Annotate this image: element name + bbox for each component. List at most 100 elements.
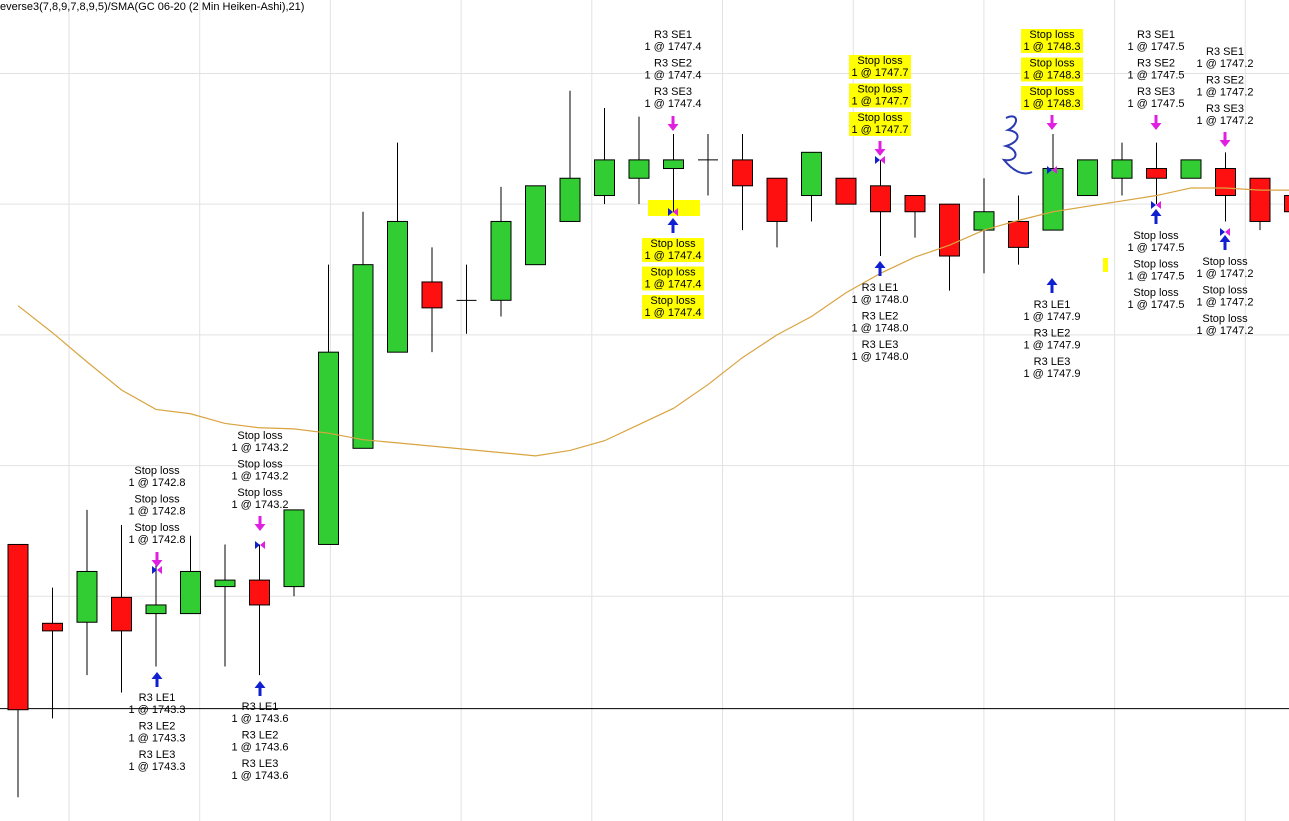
order-label: 1 @ 1747.2 [1196,58,1253,70]
sell-arrow [1219,132,1231,147]
order-label: 1 @ 1747.5 [1127,98,1184,110]
order-label: 1 @ 1747.5 [1127,299,1184,311]
order-label: Stop loss [1133,258,1179,270]
order-label: R3 LE2 [139,720,176,732]
buy-arrow [1150,209,1162,224]
candle-body [870,185,891,213]
buy-arrow [1219,235,1231,250]
order-label: Stop loss [857,83,903,95]
candle-body [318,351,339,545]
candle-body [628,159,650,179]
order-label: Stop loss [134,465,180,477]
sell-arrow [151,552,163,567]
candle-body [663,159,684,170]
order-label: R3 SE2 [1206,74,1244,86]
order-label: Stop loss [237,487,283,499]
order-label: Stop loss [237,430,283,442]
highlight [1021,29,1083,41]
sell-arrow [874,141,886,156]
order-label: R3 LE3 [242,758,279,770]
highlight [642,238,704,250]
order-label: 1 @ 1747.5 [1127,41,1184,53]
order-label: 1 @ 1743.3 [128,761,185,773]
order-label: 1 @ 1747.2 [1196,296,1253,308]
candle-body [42,622,63,632]
exit-marker [1225,228,1230,236]
candle-body [145,604,167,615]
order-label: Stop loss [1029,57,1075,69]
order-label: 1 @ 1747.2 [1196,115,1253,127]
order-label: Stop loss [134,522,180,534]
order-label: 1 @ 1747.4 [644,41,701,53]
highlight [1021,57,1083,70]
sell-arrow [254,516,266,531]
candle-body [801,151,822,197]
order-label: R3 SE2 [654,57,692,69]
buy-arrow [151,672,163,687]
buy-arrow [874,261,886,276]
sma-line [17,187,1289,457]
exit-marker [1156,201,1161,209]
exit-marker [157,566,162,574]
order-label: Stop loss [1029,86,1075,98]
order-label: 1 @ 1748.3 [1023,98,1080,110]
order-label: Stop loss [1133,230,1179,242]
candle-body [490,220,512,301]
sell-arrow [1150,115,1162,130]
order-label: 1 @ 1748.3 [1023,69,1080,81]
order-label: R3 LE1 [1034,299,1071,311]
order-label: 1 @ 1743.3 [128,732,185,744]
candle-body [594,159,615,197]
exit-marker [880,156,885,164]
order-label: R3 SE2 [1137,57,1175,69]
highlight [642,278,704,291]
order-label: R3 SE3 [1206,103,1244,115]
order-label: 1 @ 1743.6 [231,741,288,753]
highlight [849,83,911,96]
order-label: R3 LE3 [1034,356,1071,368]
highlight [642,307,704,319]
order-label: 1 @ 1742.8 [128,534,185,546]
candle-body [732,159,753,187]
candle-body [1146,168,1167,179]
buy-arrow [667,218,679,233]
order-label: 1 @ 1747.9 [1023,311,1080,323]
hand-drawn-scribble [1001,115,1033,175]
order-label: 1 @ 1747.2 [1196,86,1253,98]
candle-body [387,220,408,353]
candle-body [7,543,29,711]
exit-marker [152,566,157,574]
highlight [1021,86,1083,98]
candle-body [1008,220,1029,248]
order-label: Stop loss [1202,313,1248,325]
exit-marker [1052,166,1057,174]
order-label: R3 LE3 [139,749,176,761]
order-label: Stop loss [857,112,903,124]
sell-arrow [667,116,679,131]
order-label: 1 @ 1747.5 [1127,242,1184,254]
order-label: 1 @ 1747.5 [1127,69,1184,81]
order-label: R3 LE2 [1034,327,1071,339]
order-label: 1 @ 1747.7 [851,67,908,79]
chart-title: everse3(7,8,9,7,8,9,5)/SMA(GC 06-20 (2 M… [0,1,304,13]
order-label: R3 LE1 [139,692,176,704]
order-label: R3 LE1 [242,701,279,713]
order-label: 1 @ 1747.4 [644,307,701,319]
exit-marker [1151,201,1156,209]
order-label: Stop loss [650,295,696,307]
order-label: R3 LE2 [862,310,899,322]
candle-body [1249,177,1271,222]
candle-body [180,570,201,615]
order-label: 1 @ 1748.0 [851,351,908,363]
order-label: 1 @ 1743.6 [231,770,288,782]
highlight [1021,41,1083,53]
order-label: Stop loss [237,458,283,470]
highlight [849,112,911,124]
order-label: Stop loss [1202,284,1248,296]
order-label: Stop loss [1029,29,1075,41]
buy-arrow [1046,278,1058,293]
exit-marker [1047,166,1052,174]
order-label: 1 @ 1743.2 [231,499,288,511]
order-label: 1 @ 1747.7 [851,95,908,107]
